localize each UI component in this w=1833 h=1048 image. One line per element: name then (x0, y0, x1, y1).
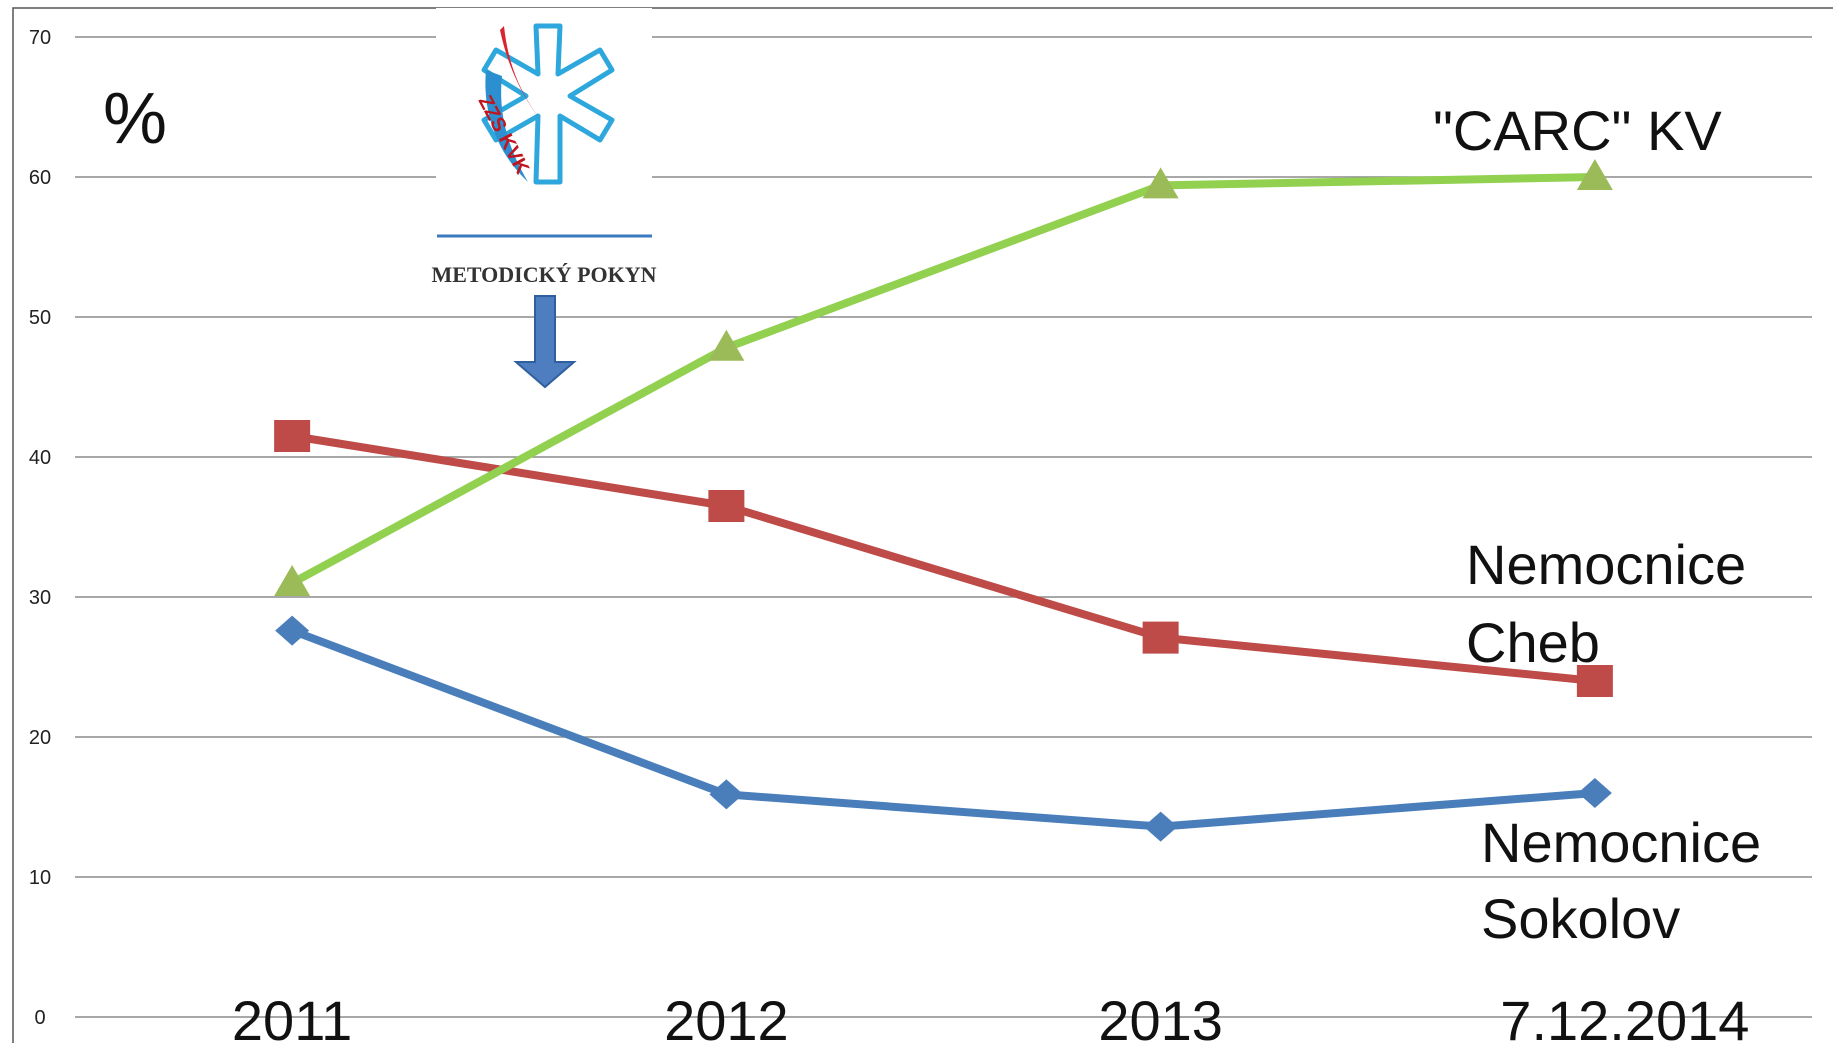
y-tick-label: 0 (34, 1007, 45, 1029)
grid-lines (75, 36, 1812, 1018)
data-point-0 (275, 615, 310, 646)
data-point-2 (1142, 167, 1179, 199)
y-tick-label: 70 (29, 27, 51, 49)
data-point-0 (709, 779, 744, 810)
y-tick-labels: 0 10 20 30 40 50 60 70 (29, 27, 51, 1029)
series-line-0 (288, 626, 1599, 831)
zzs-kvk-logo: ZZS KVK METODICKÝ POKYN (431, 8, 657, 389)
annotation-sokolov-line1: Nemocnice (1481, 811, 1761, 874)
x-tick-label: 2011 (232, 989, 352, 1043)
series-markers (274, 159, 1613, 842)
y-tick-label: 50 (29, 307, 51, 329)
data-point-1 (1576, 665, 1613, 697)
data-point-0 (1577, 778, 1612, 808)
data-point-1 (274, 420, 311, 452)
data-point-2 (1576, 159, 1613, 190)
annotation-sokolov-line2: Sokolov (1481, 887, 1680, 950)
data-point-1 (1142, 621, 1179, 654)
series-lines (288, 173, 1599, 831)
x-tick-labels: 2011 2012 2013 7.12.2014 (232, 989, 1750, 1048)
data-point-2 (708, 329, 745, 361)
y-tick-label: 40 (29, 447, 51, 469)
series-line-1 (288, 432, 1599, 685)
annotation-carc: "CARC" KV (1433, 99, 1722, 162)
annotation-cheb-line2: Cheb (1466, 611, 1600, 674)
y-tick-label: 20 (29, 727, 51, 749)
data-point-0 (1143, 811, 1178, 842)
data-point-2 (274, 565, 311, 596)
data-point-1 (708, 490, 745, 522)
star-of-life-icon (481, 23, 615, 185)
unit-label: % (103, 79, 167, 159)
x-tick-label: 2013 (1098, 989, 1223, 1043)
y-tick-label: 30 (29, 587, 51, 609)
series-line-2 (288, 173, 1599, 587)
down-arrow-icon (513, 295, 577, 389)
logo-caption: METODICKÝ POKYN (431, 262, 656, 287)
x-tick-label: 2012 (664, 989, 789, 1043)
annotation-cheb-line1: Nemocnice (1466, 533, 1746, 596)
x-tick-label: 7.12.2014 (1500, 989, 1749, 1043)
y-tick-label: 60 (29, 167, 51, 189)
y-tick-label: 10 (29, 867, 51, 889)
